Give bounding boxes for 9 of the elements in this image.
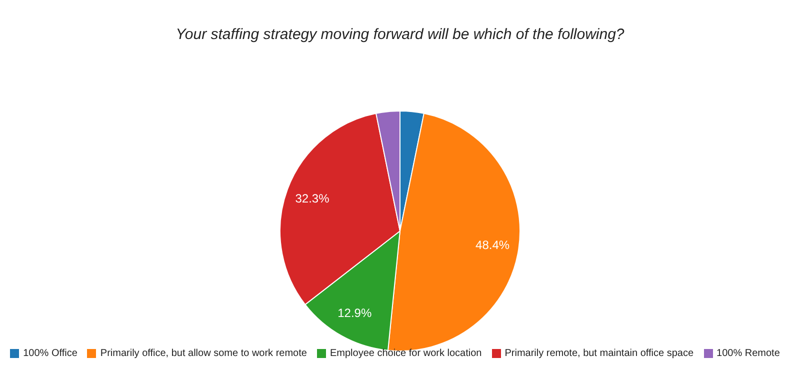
data-label: 32.3% [295, 191, 330, 206]
data-label: 48.4% [476, 238, 510, 252]
data-label: 12.9% [338, 306, 372, 320]
legend-label: Primarily remote, but maintain office space [504, 348, 694, 359]
legend-label: 100% Office [23, 348, 78, 359]
legend-label: Primarily office, but allow some to work remote [100, 348, 307, 359]
legend-label: Employee choice for work location [330, 348, 482, 359]
chart-title: Your staffing strategy moving forward will be which of the following? [174, 26, 626, 43]
legend-label: 100% Remote [716, 348, 780, 359]
